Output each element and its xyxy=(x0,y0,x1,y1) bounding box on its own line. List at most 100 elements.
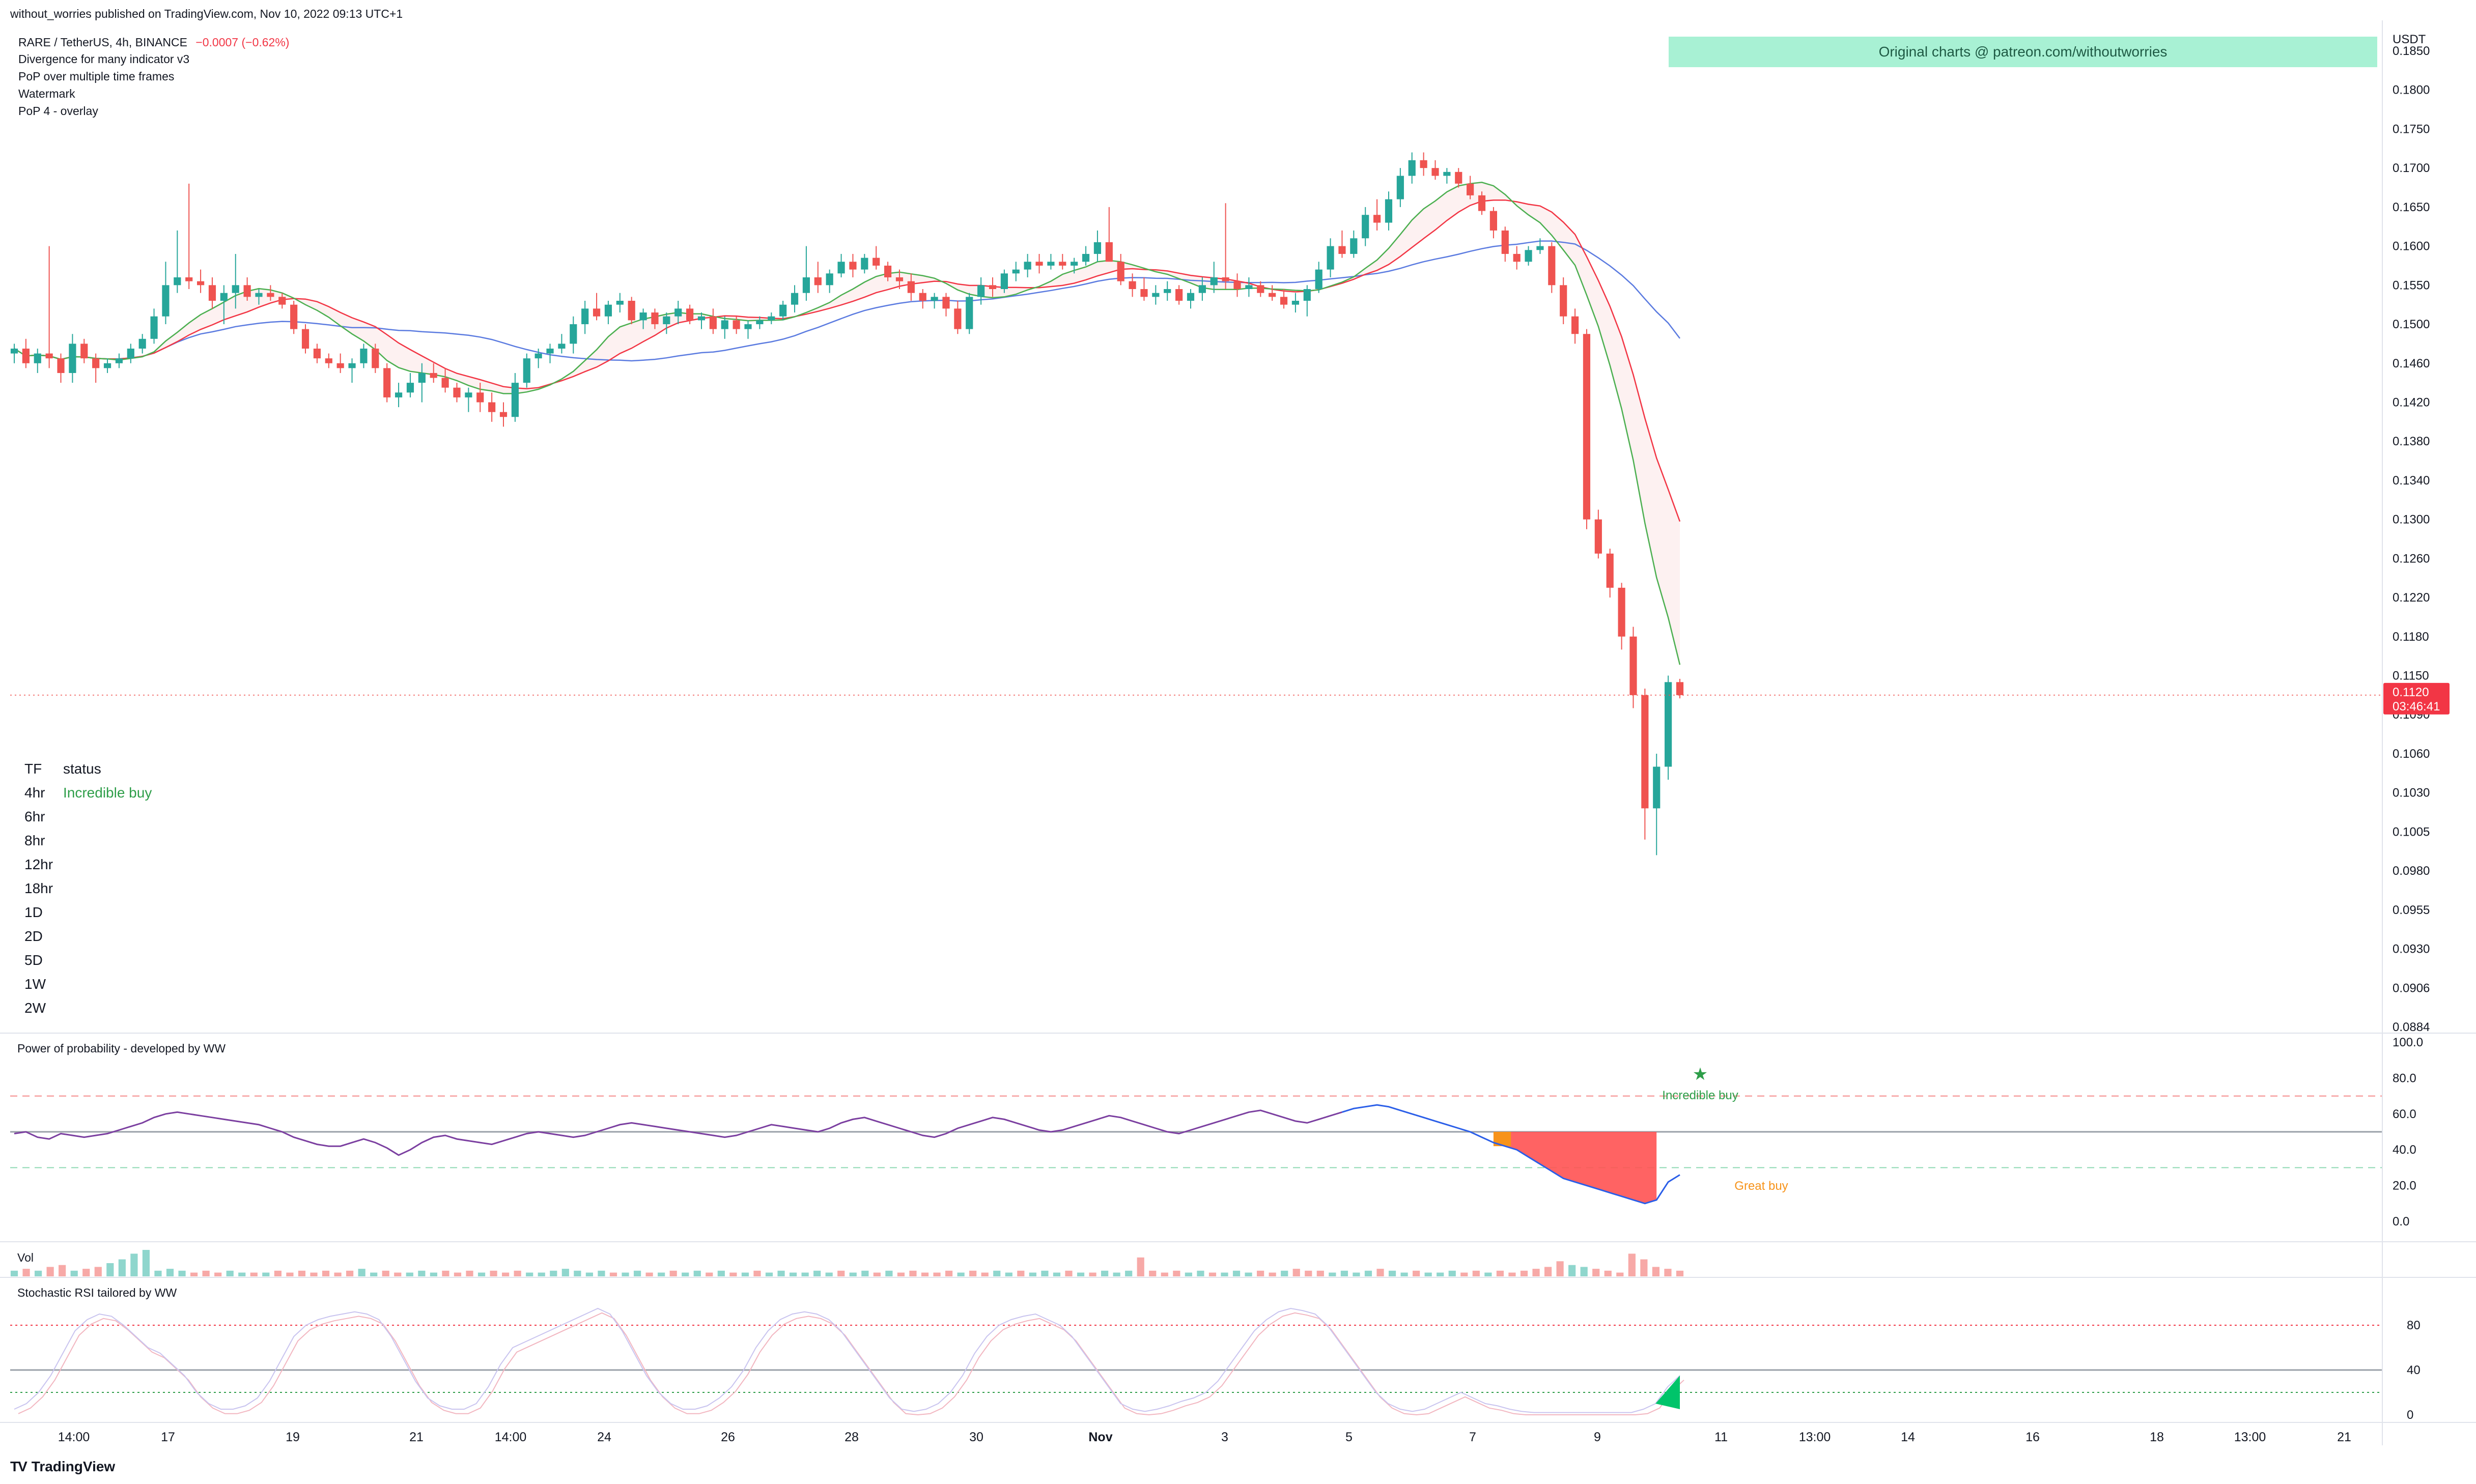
volume-bar xyxy=(1125,1270,1133,1276)
candle-body xyxy=(1560,285,1567,317)
price-tick-label: 0.1850 xyxy=(2393,44,2430,58)
volume-bar xyxy=(1616,1272,1624,1276)
volume-bar xyxy=(1041,1270,1049,1276)
volume-bar xyxy=(22,1269,30,1276)
candle-body xyxy=(80,344,88,359)
candle-body xyxy=(873,258,880,266)
x-axis[interactable]: 14:00 17 19 21 14:00 24 26 28 30 Nov 3 5 7 9 11 13:00 14… xyxy=(58,1430,2351,1444)
candle-body xyxy=(954,308,962,329)
candle-body xyxy=(1525,250,1532,262)
volume-bar xyxy=(418,1270,426,1276)
x-tick-label: 7 xyxy=(1469,1430,1476,1444)
candle-body xyxy=(581,308,589,325)
indicator-label-4[interactable]: PoP 4 - overlay xyxy=(18,104,98,118)
status-value: Incredible buy xyxy=(63,785,152,801)
price-tick-label: 0.1340 xyxy=(2393,474,2430,488)
volume-pane[interactable] xyxy=(0,1250,2476,1278)
tradingview-logo[interactable]: TV TradingView xyxy=(10,1459,115,1475)
stoch-rsi-pane[interactable] xyxy=(0,1307,2476,1423)
candle-body xyxy=(1000,273,1008,289)
candle-body xyxy=(372,348,379,368)
volume-bar xyxy=(1676,1270,1684,1276)
candle-body xyxy=(1408,160,1416,176)
candle-body xyxy=(1105,242,1113,262)
currency-label: USDT xyxy=(2393,33,2426,46)
candle-body xyxy=(849,262,857,270)
volume-bar xyxy=(454,1272,462,1276)
candle-body xyxy=(348,363,356,368)
pop-pane-title[interactable]: Power of probability - developed by WW xyxy=(17,1042,226,1055)
candle-body xyxy=(534,353,542,359)
candle-body xyxy=(243,285,251,297)
candle-body xyxy=(1222,277,1229,281)
candle-body xyxy=(22,348,30,363)
volume-bar xyxy=(1664,1269,1672,1276)
candle-body xyxy=(45,353,53,359)
volume-bar xyxy=(1400,1272,1408,1276)
candle-body xyxy=(1489,211,1497,231)
candle-body xyxy=(185,277,193,281)
candle-body xyxy=(570,324,577,344)
volume-bar xyxy=(298,1270,306,1276)
status-row: 4hr Incredible buy xyxy=(24,785,152,809)
candle-body xyxy=(639,312,647,321)
indicator-label-3[interactable]: Watermark xyxy=(18,87,75,100)
x-tick-label: 13:00 xyxy=(1799,1430,1831,1444)
candle-body xyxy=(791,293,799,305)
volume-bar xyxy=(130,1253,138,1276)
volume-bar xyxy=(669,1270,677,1276)
candle-body xyxy=(1291,301,1300,305)
volume-bar xyxy=(921,1272,929,1276)
candle-body xyxy=(1187,293,1195,301)
volume-bar xyxy=(658,1272,665,1276)
indicator-label-2[interactable]: PoP over multiple time frames xyxy=(18,70,175,83)
price-tick-label: 0.1700 xyxy=(2393,161,2430,175)
volume-bar xyxy=(346,1270,354,1276)
candle-body xyxy=(453,387,461,397)
symbol-line[interactable]: RARE / TetherUS, 4h, BINANCE −0.0007 (−0… xyxy=(18,36,289,49)
volume-bar xyxy=(622,1272,629,1276)
volume-bar xyxy=(286,1272,294,1276)
status-row: 1W xyxy=(24,976,152,1000)
price-scale[interactable]: 0.1850 0.1800 0.1750 0.1700 0.1650 0.1600 0.15… xyxy=(2382,20,2450,1445)
candle-body xyxy=(162,285,170,317)
stoch-pane-title[interactable]: Stochastic RSI tailored by WW xyxy=(17,1286,177,1299)
candle-body xyxy=(1140,289,1148,297)
x-tick-label: 28 xyxy=(845,1430,859,1444)
pop-tick-label: 80.0 xyxy=(2393,1071,2416,1085)
volume-bar xyxy=(633,1270,641,1276)
candle-body xyxy=(1257,285,1264,293)
stoch-d-line xyxy=(18,1312,1684,1416)
main-pane[interactable] xyxy=(0,152,2476,1034)
candle-body xyxy=(837,262,845,274)
volume-bar xyxy=(1424,1272,1432,1276)
candle-body xyxy=(1012,269,1020,274)
volume-bar xyxy=(226,1270,234,1276)
volume-bar xyxy=(933,1272,941,1276)
volume-bar xyxy=(1568,1265,1576,1276)
header-tf: TF xyxy=(24,761,42,777)
candle-body xyxy=(1024,262,1031,270)
price-tick-label: 0.1650 xyxy=(2393,201,2430,214)
header-status: status xyxy=(63,761,101,777)
candle-body xyxy=(593,308,601,317)
candle-body xyxy=(1501,230,1509,254)
volume-bar xyxy=(682,1272,689,1276)
pop-pane[interactable]: ★ Incredible buy Great buy xyxy=(0,1065,2476,1242)
x-tick-label: 5 xyxy=(1345,1430,1353,1444)
volume-bar xyxy=(334,1272,342,1276)
indicator-label-1[interactable]: Divergence for many indicator v3 xyxy=(18,52,190,66)
volume-pane-title[interactable]: Vol xyxy=(17,1251,34,1264)
candle-body xyxy=(616,301,624,305)
pop-great-buy-fill xyxy=(1505,1132,1657,1204)
volume-bar xyxy=(1281,1270,1288,1276)
candle-body xyxy=(10,348,18,354)
candle-body xyxy=(1396,176,1404,199)
candle-body xyxy=(220,293,228,301)
volume-bar xyxy=(442,1270,449,1276)
status-tf: 2W xyxy=(24,1000,46,1016)
candle-body xyxy=(1035,262,1043,266)
price-tick-label: 0.1030 xyxy=(2393,786,2430,800)
volume-bar xyxy=(1292,1269,1300,1276)
volume-bar xyxy=(1053,1272,1061,1276)
